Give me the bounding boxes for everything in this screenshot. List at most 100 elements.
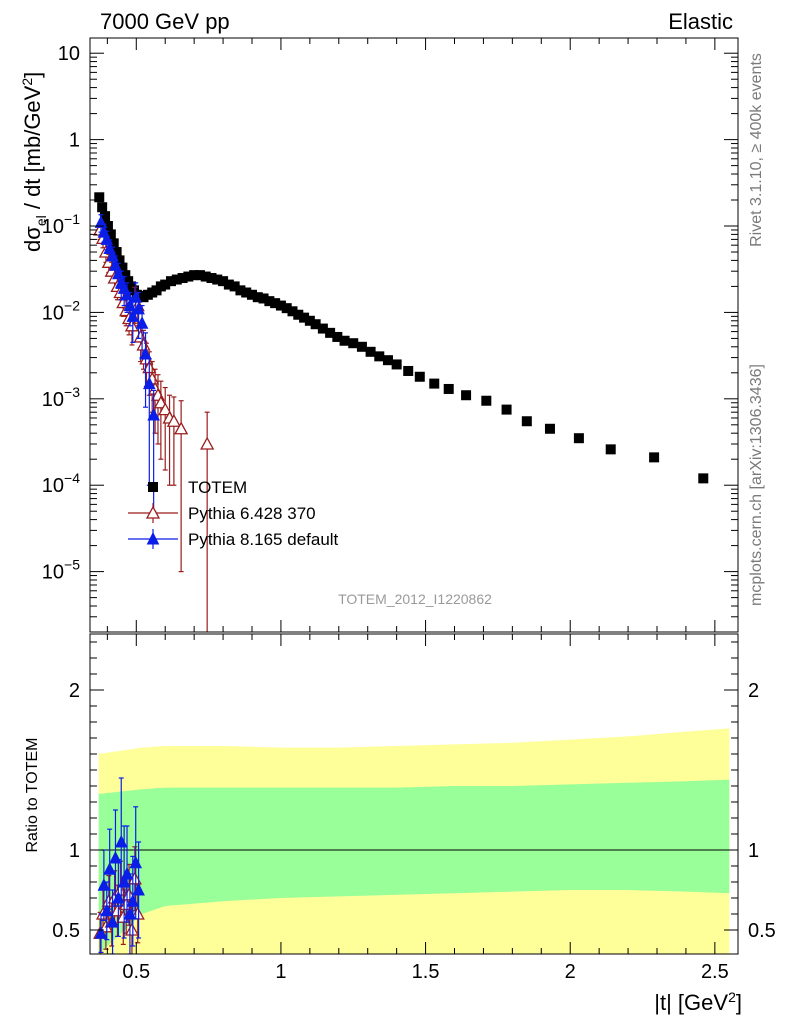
data-point xyxy=(177,273,188,284)
data-point xyxy=(258,293,269,304)
data-point xyxy=(501,404,512,415)
x-tick-label: 2 xyxy=(565,961,576,983)
rivet-version-label: Rivet 3.1.10, ≥ 400k events xyxy=(748,53,765,247)
data-point xyxy=(348,338,359,349)
y-tick-label: 10−1 xyxy=(42,211,80,238)
data-point xyxy=(194,270,205,281)
data-point xyxy=(235,285,246,296)
ratio-point xyxy=(124,922,140,936)
analysis-tag: TOTEM_2012_I1220862 xyxy=(338,591,492,607)
data-point xyxy=(102,221,113,232)
header-right-label: Elastic xyxy=(668,9,733,34)
data-point xyxy=(374,351,385,362)
x-axis-label: |t| [GeV2] xyxy=(654,989,742,1015)
data-point xyxy=(698,473,709,484)
legend-label: Pythia 8.165 default xyxy=(188,530,339,549)
ratio-y-tick-label-left: 2 xyxy=(69,680,80,702)
data-point xyxy=(382,355,393,366)
ratio-y-tick-label-right: 0.5 xyxy=(748,920,776,942)
main-panel-axes: 10−5 10−4 10−3 10−2 10−1 1 10 xyxy=(42,38,738,633)
data-point xyxy=(229,281,240,292)
data-point xyxy=(218,276,229,287)
data-point xyxy=(166,276,176,287)
x-tick-label: 1 xyxy=(275,961,286,983)
data-point xyxy=(117,262,128,273)
data-point xyxy=(332,331,343,342)
data-point xyxy=(299,312,310,323)
inner-uncertainty-band xyxy=(98,779,730,954)
data-point xyxy=(206,273,217,284)
data-point xyxy=(189,270,200,281)
data-point xyxy=(111,247,122,258)
data-point xyxy=(147,407,160,421)
ratio-panel-axes: 0.5 1 1.5 2 2.5 0.5 0.5 1 1 2 2 xyxy=(52,634,776,983)
data-point xyxy=(304,315,315,326)
x-tick-label: 0.5 xyxy=(122,961,150,983)
data-point xyxy=(132,301,145,315)
y-tick-label: 10−5 xyxy=(42,557,80,584)
data-point xyxy=(120,270,131,281)
data-point xyxy=(94,192,105,203)
data-point xyxy=(521,416,532,427)
series-2 xyxy=(94,214,160,512)
data-point xyxy=(649,452,660,463)
ratio-point xyxy=(94,926,108,939)
ratio-y-tick-label-right: 1 xyxy=(748,840,759,862)
data-point xyxy=(241,287,252,298)
data-point xyxy=(461,390,472,401)
data-point xyxy=(264,296,275,307)
data-point xyxy=(429,378,440,389)
data-point xyxy=(100,211,111,222)
data-point xyxy=(270,298,281,309)
series-0 xyxy=(94,192,709,484)
data-point xyxy=(403,365,414,376)
data-point xyxy=(325,327,336,338)
main-panel-data xyxy=(93,192,709,632)
data-point xyxy=(174,421,189,435)
ratio-y-tick-label-left: 0.5 xyxy=(52,920,80,942)
data-point xyxy=(135,316,149,329)
ratio-uncertainty-bands xyxy=(98,728,730,954)
ratio-panel-data xyxy=(93,777,145,954)
x-tick-label: 1.5 xyxy=(412,961,440,983)
ratio-point xyxy=(132,882,145,896)
data-point xyxy=(544,423,555,434)
ratio-panel-frame xyxy=(89,633,739,955)
legend-entry: Pythia 6.428 370 xyxy=(128,503,316,523)
ratio-series-1 xyxy=(94,777,145,954)
data-point xyxy=(105,229,116,240)
legend-entry: Pythia 8.165 default xyxy=(128,529,339,549)
mcplots-label: mcplots.cern.ch [arXiv:1306.3436] xyxy=(748,364,765,606)
main-y-axis-label: dσel / dt [mb/GeV2] xyxy=(19,72,49,252)
x-tick-label: 2.5 xyxy=(701,961,729,983)
data-point xyxy=(200,436,215,450)
data-point xyxy=(317,323,328,334)
legend-marker xyxy=(146,531,160,545)
ratio-y-tick-label-right: 2 xyxy=(748,680,759,702)
data-point xyxy=(212,274,223,285)
legend: TOTEM Pythia 6.428 370 Pythia 8.165 defaul… xyxy=(128,478,339,549)
data-point xyxy=(443,383,454,394)
data-point xyxy=(114,255,125,266)
data-point xyxy=(158,402,173,416)
data-point xyxy=(310,319,321,330)
ratio-y-axis-label: Ratio to TOTEM xyxy=(24,738,41,853)
y-tick-label: 10−4 xyxy=(42,470,80,497)
data-point xyxy=(339,335,350,346)
data-point xyxy=(481,395,492,406)
data-point xyxy=(365,346,376,357)
y-tick-label: 10−2 xyxy=(42,297,80,324)
data-point xyxy=(605,444,616,455)
data-point xyxy=(223,279,234,290)
data-point xyxy=(252,292,263,303)
y-tick-label: 1 xyxy=(69,130,80,152)
legend-marker xyxy=(148,482,158,492)
ratio-point xyxy=(106,914,119,928)
data-point xyxy=(142,376,156,390)
data-point xyxy=(139,346,152,360)
data-point xyxy=(166,413,181,427)
data-point xyxy=(356,341,367,352)
data-point xyxy=(160,279,171,290)
y-tick-label: 10−3 xyxy=(42,384,80,411)
